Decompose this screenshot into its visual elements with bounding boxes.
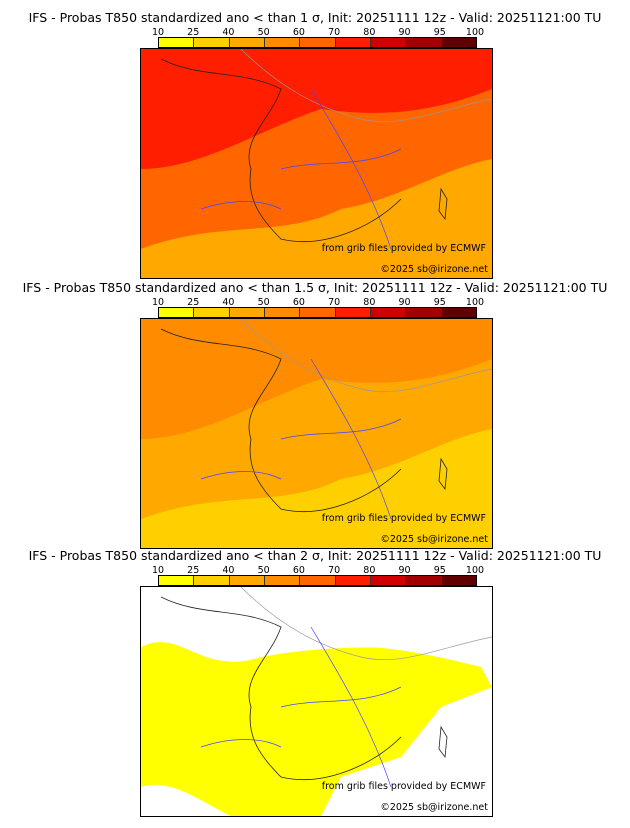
colorbar-tick: 10 bbox=[151, 297, 165, 308]
colorbar-swatch bbox=[264, 38, 301, 47]
colorbar bbox=[158, 575, 477, 586]
colorbar-tick: 40 bbox=[222, 297, 235, 308]
colorbar-ticks: 10 25 40 50 60 70 80 90 95 100 bbox=[152, 565, 484, 576]
river-line bbox=[200, 626, 402, 788]
colorbar-swatch bbox=[194, 38, 230, 47]
colorbar-swatch bbox=[194, 308, 230, 317]
copyright-credit: ©2025 sb@irizone.net bbox=[380, 264, 488, 275]
map-canvas bbox=[141, 319, 492, 548]
colorbar-ticks: 10 25 40 50 60 70 80 90 95 100 bbox=[152, 27, 484, 38]
coastline bbox=[160, 328, 402, 512]
colorbar-swatch bbox=[229, 38, 265, 47]
colorbar-tick: 40 bbox=[222, 27, 235, 38]
colorbar-swatch bbox=[159, 308, 195, 317]
colorbar-tick: 70 bbox=[328, 565, 341, 576]
source-credit: from grib files provided by ECMWF bbox=[321, 513, 486, 524]
colorbar-tick: 95 bbox=[433, 565, 446, 576]
colorbar-tick: 80 bbox=[363, 297, 376, 308]
colorbar-swatch bbox=[300, 576, 336, 585]
colorbar-swatch bbox=[194, 576, 230, 585]
colorbar-tick: 25 bbox=[187, 565, 200, 576]
map-title: IFS - Probas T850 standardized ano < tha… bbox=[22, 280, 608, 295]
colorbar bbox=[158, 37, 477, 48]
colorbar-tick: 50 bbox=[257, 565, 270, 576]
colorbar-tick: 50 bbox=[257, 27, 270, 38]
colorbar-swatch bbox=[159, 38, 195, 47]
corsica-outline bbox=[438, 187, 448, 221]
colorbar-tick: 100 bbox=[465, 565, 485, 576]
copyright-credit: ©2025 sb@irizone.net bbox=[380, 534, 488, 545]
map-title: IFS - Probas T850 standardized ano < tha… bbox=[28, 10, 602, 25]
river-line bbox=[200, 88, 402, 250]
map-canvas bbox=[141, 49, 492, 278]
colorbar-swatch bbox=[370, 38, 407, 47]
colorbar-swatch bbox=[441, 308, 476, 317]
source-credit: from grib files provided by ECMWF bbox=[321, 781, 486, 792]
coastline bbox=[160, 596, 402, 780]
colorbar-ticks: 10 25 40 50 60 70 80 90 95 100 bbox=[152, 297, 484, 308]
colorbar-tick: 10 bbox=[151, 27, 165, 38]
colorbar-swatch bbox=[441, 576, 476, 585]
colorbar-tick: 90 bbox=[398, 27, 411, 38]
colorbar-swatch bbox=[335, 576, 371, 585]
colorbar-swatch bbox=[264, 576, 301, 585]
probability-map: from grib files provided by ECMWF ©2025 … bbox=[140, 48, 493, 279]
colorbar-tick: 70 bbox=[328, 297, 341, 308]
colorbar-tick: 80 bbox=[363, 565, 376, 576]
colorbar-tick: 95 bbox=[433, 27, 446, 38]
source-credit: from grib files provided by ECMWF bbox=[321, 243, 486, 254]
probability-map: from grib files provided by ECMWF ©2025 … bbox=[140, 586, 493, 817]
colorbar-swatch bbox=[300, 308, 336, 317]
colorbar-tick: 60 bbox=[292, 297, 305, 308]
colorbar-tick: 80 bbox=[363, 27, 376, 38]
colorbar-swatch bbox=[264, 308, 301, 317]
border-line bbox=[240, 49, 492, 123]
colorbar-tick: 90 bbox=[398, 297, 411, 308]
colorbar-tick: 60 bbox=[292, 565, 305, 576]
colorbar-tick: 25 bbox=[187, 27, 200, 38]
colorbar-tick: 60 bbox=[292, 27, 305, 38]
colorbar-swatch bbox=[370, 576, 407, 585]
corsica-outline bbox=[438, 725, 448, 759]
colorbar-swatch bbox=[300, 38, 336, 47]
river-line bbox=[200, 358, 402, 520]
colorbar-tick: 40 bbox=[222, 565, 235, 576]
border-line bbox=[240, 587, 492, 661]
colorbar-swatch bbox=[441, 38, 476, 47]
colorbar-swatch bbox=[159, 576, 195, 585]
map-canvas bbox=[141, 587, 492, 816]
colorbar-tick: 100 bbox=[465, 297, 485, 308]
colorbar bbox=[158, 307, 477, 318]
colorbar-tick: 25 bbox=[187, 297, 200, 308]
probability-map: from grib files provided by ECMWF ©2025 … bbox=[140, 318, 493, 549]
colorbar-swatch bbox=[335, 308, 371, 317]
coastline bbox=[160, 58, 402, 242]
colorbar-tick: 70 bbox=[328, 27, 341, 38]
colorbar-tick: 90 bbox=[398, 565, 411, 576]
colorbar-tick: 95 bbox=[433, 297, 446, 308]
colorbar-tick: 10 bbox=[151, 565, 165, 576]
colorbar-swatch bbox=[406, 576, 442, 585]
map-title: IFS - Probas T850 standardized ano < tha… bbox=[28, 548, 602, 563]
colorbar-tick: 100 bbox=[465, 27, 485, 38]
colorbar-swatch bbox=[406, 38, 442, 47]
colorbar-swatch bbox=[229, 308, 265, 317]
colorbar-swatch bbox=[406, 308, 442, 317]
colorbar-swatch bbox=[370, 308, 407, 317]
copyright-credit: ©2025 sb@irizone.net bbox=[380, 802, 488, 813]
colorbar-swatch bbox=[229, 576, 265, 585]
corsica-outline bbox=[438, 457, 448, 491]
border-line bbox=[240, 319, 492, 393]
colorbar-tick: 50 bbox=[257, 297, 270, 308]
colorbar-swatch bbox=[335, 38, 371, 47]
